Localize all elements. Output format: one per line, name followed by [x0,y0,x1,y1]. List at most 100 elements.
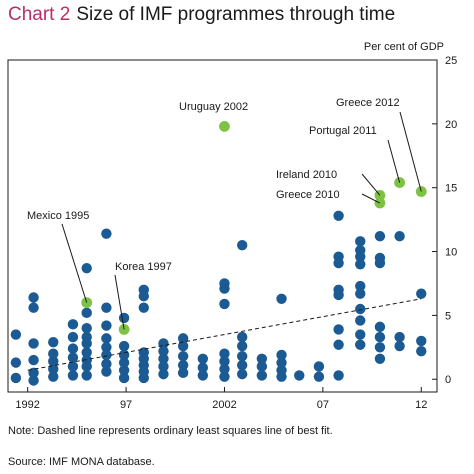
data-point [10,372,22,384]
data-point [28,375,39,386]
data-point [81,262,92,274]
data-point [158,361,169,372]
data-point [355,329,366,340]
data-point [333,257,344,269]
fit-line [27,298,422,371]
data-point [256,353,268,364]
y-tick-label: 25 [445,55,457,67]
data-point [276,371,287,382]
highlight-label: Uruguay 2002 [179,101,248,113]
chart-title-text: Size of IMF programmes through time [76,4,396,25]
data-point [101,366,112,377]
data-point [118,357,130,368]
data-point [333,324,344,335]
data-point [374,331,386,343]
data-point [177,359,189,371]
data-point [28,338,39,349]
data-point [197,370,209,381]
data-point [158,345,169,357]
data-point [118,372,130,384]
data-point [101,320,112,331]
data-point [48,337,59,348]
chart-number: Chart 2 [8,4,71,25]
data-point [256,370,268,381]
data-point [81,322,92,334]
highlight-point [394,177,406,188]
data-point [416,288,427,299]
data-point [67,331,79,343]
data-point [355,280,366,292]
data-point [67,370,79,381]
y-tick-label: 0 [445,374,451,386]
data-point [101,333,112,344]
chart-title: Chart 2 Size of IMF programmes through ti… [8,4,395,26]
y-tick-label: 20 [445,119,457,131]
data-point [355,251,366,262]
data-point [138,291,149,302]
x-tick-label: 97 [120,399,132,411]
data-point [355,339,366,350]
data-point [236,359,248,371]
data-point [81,338,92,349]
data-point [118,340,130,352]
data-point [101,342,112,353]
data-point [219,371,230,382]
data-point [48,356,59,367]
data-point [355,315,366,326]
data-point [416,335,427,347]
x-tick-label: 2002 [212,399,236,411]
source-note: Source: IMF MONA database. [8,456,155,468]
leader-line [61,223,88,303]
data-point [67,343,79,354]
data-point [276,293,287,304]
footnote: Note: Dashed line represents ordinary le… [8,425,333,437]
data-point [374,321,386,333]
data-point [67,361,79,372]
leader-line [361,173,381,196]
data-point [355,259,366,270]
data-point [81,361,92,372]
data-point [81,307,92,319]
data-point [355,288,366,299]
data-point [158,368,169,380]
data-point [81,370,92,381]
y-tick-label: 5 [445,310,451,322]
data-point [48,371,59,382]
data-point [333,339,344,350]
leader-line [399,111,422,192]
data-point [28,302,39,313]
data-point [10,329,22,340]
data-point [236,351,248,362]
data-point [158,353,169,364]
data-point [394,231,405,242]
data-point [294,370,305,381]
data-point [177,367,189,379]
data-point [101,302,112,313]
plot-frame [7,59,438,393]
data-point [219,283,230,294]
scatter-chart: 0 5 10 15 20 25 1992 97 2002 07 12 Mexico 1995 Korea… [7,55,457,411]
data-point [333,370,344,381]
highlight-label: Mexico 1995 [27,210,89,222]
data-point [256,361,268,372]
data-point [219,363,230,375]
y-tick-label: 10 [445,247,457,259]
data-point [333,210,344,221]
data-point [101,358,112,370]
data-point [101,349,112,361]
data-point [313,361,325,372]
data-point [67,319,79,330]
leader-line [114,274,125,330]
data-point [177,340,189,352]
data-point [276,357,287,368]
data-point [138,372,149,384]
data-point [236,340,248,352]
data-point [67,352,79,363]
data-point [313,371,325,382]
data-point [333,289,344,301]
highlight-label: Greece 2012 [336,97,400,109]
data-point [355,303,366,315]
data-point [394,331,405,343]
x-tick-label: 07 [317,399,329,411]
data-point [177,351,189,362]
